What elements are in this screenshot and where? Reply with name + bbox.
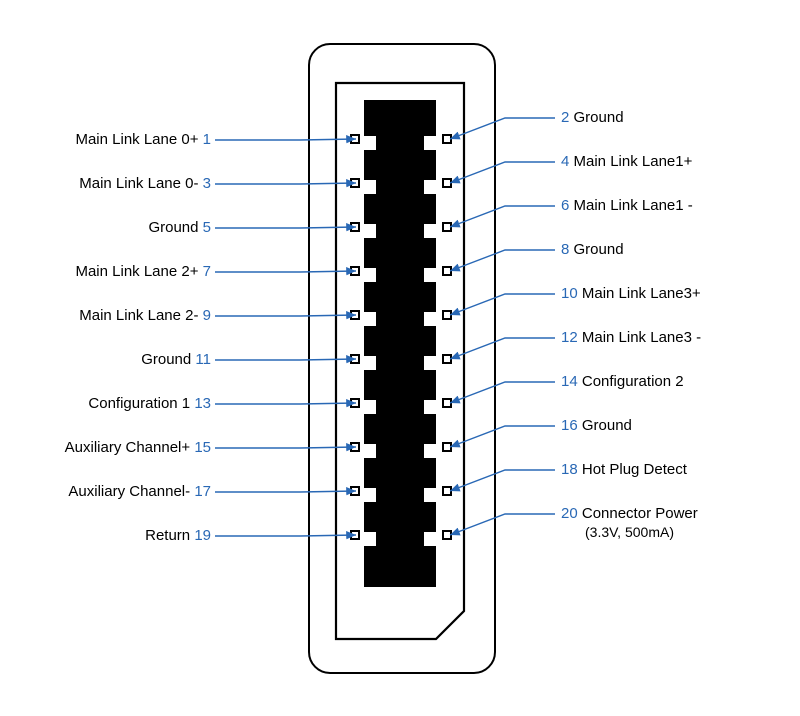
pin-number: 12 xyxy=(561,329,578,346)
pin-number: 10 xyxy=(561,285,578,302)
pin-label-4: 4 Main Link Lane1+ xyxy=(561,153,692,170)
pin-number: 17 xyxy=(194,483,211,500)
pin-label-9: Main Link Lane 2- 9 xyxy=(79,307,211,324)
pin-label-14: 14 Configuration 2 xyxy=(561,373,684,390)
pin-label-text: Connector Power xyxy=(582,505,698,522)
pin-label-text: Main Link Lane 0+ xyxy=(75,131,198,148)
pin-number: 5 xyxy=(203,219,211,236)
pin-label-text: Auxiliary Channel- xyxy=(68,483,190,500)
pin-number: 19 xyxy=(194,527,211,544)
pin-label-text: Ground xyxy=(574,241,624,258)
pin-label-5: Ground 5 xyxy=(148,219,211,236)
pin-label-16: 16 Ground xyxy=(561,417,632,434)
pin-label-10: 10 Main Link Lane3+ xyxy=(561,285,701,302)
pin-label-3: Main Link Lane 0- 3 xyxy=(79,175,211,192)
pin-label-15: Auxiliary Channel+ 15 xyxy=(65,439,211,456)
pin-label-1: Main Link Lane 0+ 1 xyxy=(75,131,211,148)
pin-number: 20 xyxy=(561,505,578,522)
pin-number: 9 xyxy=(203,307,211,324)
pin-label-text: Ground xyxy=(141,351,191,368)
pin-label-20: 20 Connector Power xyxy=(561,505,698,522)
pin-label-text: Main Link Lane 2+ xyxy=(75,263,198,280)
pin-label-text: Main Link Lane1+ xyxy=(574,153,693,170)
pin-label-text: Main Link Lane1 - xyxy=(574,197,693,214)
pin-label-text: Return xyxy=(145,527,190,544)
pin-number: 18 xyxy=(561,461,578,478)
pin-label-text: Main Link Lane 0- xyxy=(79,175,198,192)
pin-number: 1 xyxy=(203,131,211,148)
pin-label-19: Return 19 xyxy=(145,527,211,544)
pin-number: 13 xyxy=(194,395,211,412)
pin-label-8: 8 Ground xyxy=(561,241,624,258)
pin-label-text: Configuration 1 xyxy=(88,395,190,412)
pin-sublabel-20: (3.3V, 500mA) xyxy=(585,524,674,540)
pin-label-12: 12 Main Link Lane3 - xyxy=(561,329,701,346)
pin-label-text: Auxiliary Channel+ xyxy=(65,439,191,456)
pin-label-text: Ground xyxy=(148,219,198,236)
pin-number: 7 xyxy=(203,263,211,280)
pin-label-text: Ground xyxy=(582,417,632,434)
pin-number: 14 xyxy=(561,373,578,390)
pin-label-18: 18 Hot Plug Detect xyxy=(561,461,687,478)
pin-label-11: Ground 11 xyxy=(141,351,211,368)
pin-number: 6 xyxy=(561,197,569,214)
pin-label-text: Main Link Lane3+ xyxy=(582,285,701,302)
pin-number: 16 xyxy=(561,417,578,434)
pin-label-6: 6 Main Link Lane1 - xyxy=(561,197,693,214)
pin-number: 4 xyxy=(561,153,569,170)
pin-number: 15 xyxy=(194,439,211,456)
pin-number: 11 xyxy=(195,351,211,368)
pin-label-2: 2 Ground xyxy=(561,109,624,126)
pin-number: 3 xyxy=(203,175,211,192)
pin-label-text: Main Link Lane3 - xyxy=(582,329,701,346)
pin-label-17: Auxiliary Channel- 17 xyxy=(68,483,211,500)
pin-label-text: Main Link Lane 2- xyxy=(79,307,198,324)
pin-label-7: Main Link Lane 2+ 7 xyxy=(75,263,211,280)
pin-label-text: Ground xyxy=(574,109,624,126)
pin-number: 2 xyxy=(561,109,569,126)
pin-label-text: Configuration 2 xyxy=(582,373,684,390)
pin-number: 8 xyxy=(561,241,569,258)
pin-label-13: Configuration 1 13 xyxy=(88,395,211,412)
leader-lines xyxy=(0,0,800,716)
pin-label-text: Hot Plug Detect xyxy=(582,461,687,478)
